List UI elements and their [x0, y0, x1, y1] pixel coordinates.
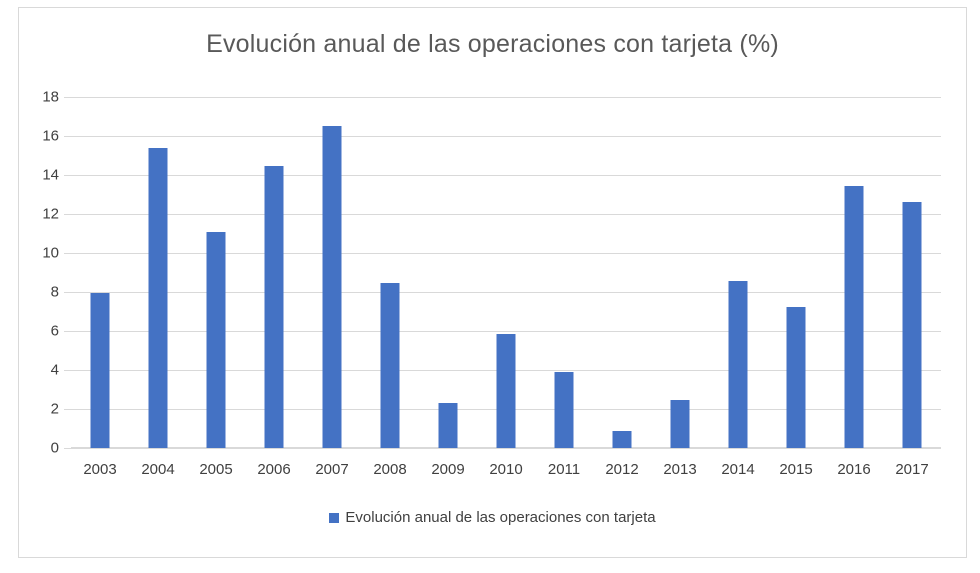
x-axis-tick-label: 2014 [721, 461, 755, 478]
x-label-slot: 2011 [535, 97, 593, 478]
bar[interactable] [554, 372, 574, 448]
bar[interactable] [264, 166, 284, 448]
bar[interactable] [322, 126, 342, 448]
x-axis-tick-label: 2003 [83, 461, 117, 478]
y-axis-tick-mark [64, 448, 71, 449]
bar-slot [593, 97, 651, 448]
x-label-slot: 2014 [709, 97, 767, 478]
chart-legend: Evolución anual de las operaciones con t… [19, 509, 966, 526]
x-label-slot: 2008 [361, 97, 419, 478]
y-axis-tick-mark [64, 292, 71, 293]
x-axis-tick-label: 2015 [779, 461, 813, 478]
x-axis-tick-label: 2011 [547, 461, 581, 478]
x-axis-tick-label: 2017 [895, 461, 929, 478]
y-axis-tick-mark [64, 253, 71, 254]
bar-slot [419, 97, 477, 448]
x-label-slot: 2017 [883, 97, 941, 478]
bar-slot [187, 97, 245, 448]
x-axis-tick-label: 2010 [489, 461, 523, 478]
x-axis-tick-label: 2004 [141, 461, 175, 478]
bar[interactable] [612, 431, 632, 448]
bars-group [71, 97, 941, 448]
bar[interactable] [902, 202, 922, 448]
bar[interactable] [148, 148, 168, 448]
x-label-slot: 2005 [187, 97, 245, 478]
gridline [71, 253, 941, 254]
bar-slot [71, 97, 129, 448]
bar-slot [709, 97, 767, 448]
chart-title: Evolución anual de las operaciones con t… [206, 30, 779, 58]
bar[interactable] [206, 232, 226, 448]
x-axis-baseline [71, 447, 941, 449]
y-axis-tick-mark [64, 97, 71, 98]
gridline [71, 292, 941, 293]
y-axis-tick-mark [64, 331, 71, 332]
y-axis-tick-label: 14 [42, 166, 59, 184]
x-label-slot: 2006 [245, 97, 303, 478]
x-axis-tick-label: 2009 [431, 461, 465, 478]
x-axis-tick-label: 2012 [605, 461, 639, 478]
bar[interactable] [380, 283, 400, 448]
bar-slot [883, 97, 941, 448]
legend-item-label: Evolución anual de las operaciones con t… [345, 509, 656, 526]
chart-container: Evolución anual de las operaciones con t… [18, 7, 967, 558]
bar[interactable] [786, 307, 806, 448]
x-label-slot: 2010 [477, 97, 535, 478]
x-axis-tick-label: 2007 [315, 461, 349, 478]
x-label-slot: 2007 [303, 97, 361, 478]
y-axis-tick-label: 18 [42, 88, 59, 106]
legend-item[interactable]: Evolución anual de las operaciones con t… [329, 509, 656, 526]
legend-color-swatch-icon [329, 512, 340, 523]
y-axis-tick-label: 16 [42, 127, 59, 145]
y-axis-tick-mark [64, 136, 71, 137]
bar[interactable] [844, 186, 864, 448]
gridline [71, 97, 941, 98]
x-label-slot: 2003 [71, 97, 129, 478]
y-axis-tick-mark [64, 214, 71, 215]
gridline [71, 136, 941, 137]
bar-slot [535, 97, 593, 448]
bar-slot [245, 97, 303, 448]
y-axis-tick-mark [64, 370, 71, 371]
bar-slot [129, 97, 187, 448]
gridline [71, 214, 941, 215]
y-axis-tick-label: 2 [50, 400, 59, 418]
bar-slot [477, 97, 535, 448]
bar-slot [767, 97, 825, 448]
x-label-slot: 2013 [651, 97, 709, 478]
y-axis-tick-label: 6 [50, 322, 59, 340]
y-axis-tick-mark [64, 175, 71, 176]
bar-slot [825, 97, 883, 448]
x-label-slot: 2015 [767, 97, 825, 478]
bar-slot [303, 97, 361, 448]
bar-slot [361, 97, 419, 448]
x-label-slot: 2009 [419, 97, 477, 478]
y-axis-tick-label: 4 [50, 361, 59, 379]
x-axis-tick-label: 2016 [837, 461, 871, 478]
y-axis-tick-label: 10 [42, 244, 59, 262]
bar[interactable] [438, 403, 458, 448]
bar[interactable] [90, 293, 110, 448]
bar[interactable] [728, 281, 748, 448]
x-axis-tick-label: 2005 [199, 461, 233, 478]
x-label-slot: 2016 [825, 97, 883, 478]
bar-slot [651, 97, 709, 448]
bar[interactable] [496, 334, 516, 448]
x-label-slot: 2012 [593, 97, 651, 478]
x-axis-tick-label: 2008 [373, 461, 407, 478]
y-axis-tick-label: 8 [50, 283, 59, 301]
y-axis-tick-label: 12 [42, 205, 59, 223]
x-label-slot: 2004 [129, 97, 187, 478]
y-axis-tick-label: 0 [50, 439, 59, 457]
y-axis-tick-mark [64, 409, 71, 410]
gridline [71, 331, 941, 332]
gridline [71, 175, 941, 176]
x-axis-tick-label: 2006 [257, 461, 291, 478]
bar[interactable] [670, 400, 690, 448]
plot-area: 0 2 4 6 8 10 12 14 16 18 2003 2004 2005 2006 2007 2008… [42, 89, 941, 478]
x-axis-tick-label: 2013 [663, 461, 697, 478]
